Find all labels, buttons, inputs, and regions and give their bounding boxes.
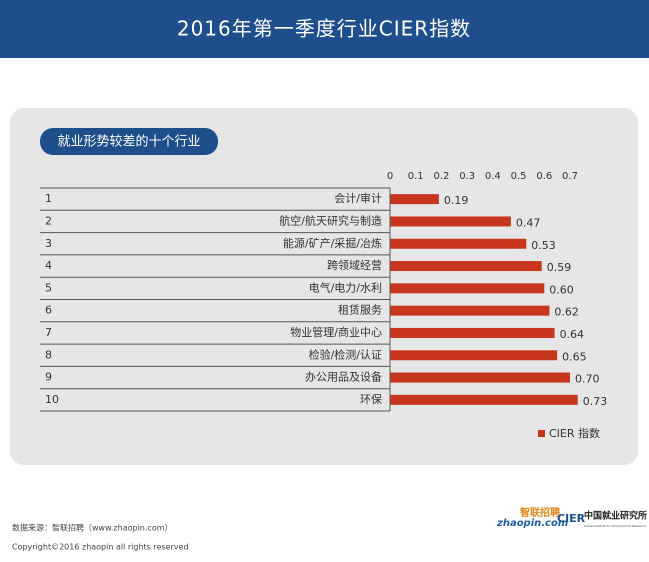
x-tick-label: 0.7 (562, 171, 578, 182)
category-label: 办公用品及设备 (305, 370, 382, 384)
category-label: 检验/检测/认证 (309, 347, 382, 361)
category-label: 物业管理/商业中心 (290, 325, 382, 339)
category-label: 会计/审计 (334, 191, 382, 205)
x-tick-label: 0.1 (408, 171, 424, 182)
legend-swatch (538, 430, 545, 437)
header-band (0, 0, 649, 58)
bar (390, 305, 550, 316)
value-label: 0.60 (549, 283, 574, 296)
logo-en: zhaopin.com (496, 518, 568, 529)
rank: 4 (45, 259, 52, 272)
bar (390, 194, 439, 205)
cier-cn: 中国就业研究所 (584, 510, 647, 522)
bar (390, 350, 558, 361)
bar (390, 261, 542, 272)
value-label: 0.47 (516, 216, 541, 229)
bar (390, 372, 570, 383)
rank: 5 (45, 281, 52, 294)
bar (390, 327, 555, 338)
value-label: 0.70 (575, 373, 600, 386)
rank: 7 (45, 326, 52, 339)
subtitle-pill (40, 128, 218, 155)
rank: 6 (45, 304, 52, 317)
value-label: 0.65 (562, 350, 587, 363)
value-label: 0.59 (547, 261, 572, 274)
copyright: Copyright©2016 zhaopin all rights reserv… (12, 543, 189, 552)
x-tick-label: 0.3 (459, 171, 475, 182)
bar (390, 283, 545, 294)
category-label: 租赁服务 (338, 303, 382, 317)
page-title: 2016年第一季度行业CIER指数 (177, 17, 471, 41)
cier-mark: CIER (557, 512, 586, 525)
category-label: 电气/电力/水利 (309, 280, 382, 294)
subtitle: 就业形势较差的十个行业 (57, 134, 200, 150)
rank: 9 (45, 371, 52, 384)
rank: 2 (45, 214, 52, 227)
category-label: 航空/航天研究与制造 (279, 213, 382, 227)
x-tick-label: 0.4 (485, 171, 501, 182)
value-label: 0.64 (560, 328, 585, 341)
bar (390, 394, 578, 405)
x-tick-label: 0.5 (511, 171, 527, 182)
legend-label: CIER 指数 (549, 426, 600, 440)
cier-en: China Institute for Employment Research (584, 524, 646, 528)
bar (390, 238, 527, 249)
bar (390, 216, 511, 227)
value-label: 0.19 (444, 194, 469, 207)
rank: 8 (45, 348, 52, 361)
x-tick-label: 0 (387, 171, 393, 182)
x-tick-label: 0.6 (536, 171, 552, 182)
rank: 10 (45, 393, 59, 406)
rank: 3 (45, 237, 52, 250)
value-label: 0.53 (531, 239, 556, 252)
logo-cn: 智联招聘 (520, 506, 560, 519)
x-tick-label: 0.2 (433, 171, 449, 182)
category-label: 环保 (360, 392, 382, 406)
source: 数据来源：智联招聘（www.zhaopin.com） (12, 523, 173, 533)
value-label: 0.62 (554, 306, 579, 319)
category-label: 跨领域经营 (327, 258, 382, 272)
value-label: 0.73 (583, 395, 608, 408)
category-label: 能源/矿产/采掘/冶炼 (283, 236, 382, 250)
rank: 1 (45, 192, 52, 205)
